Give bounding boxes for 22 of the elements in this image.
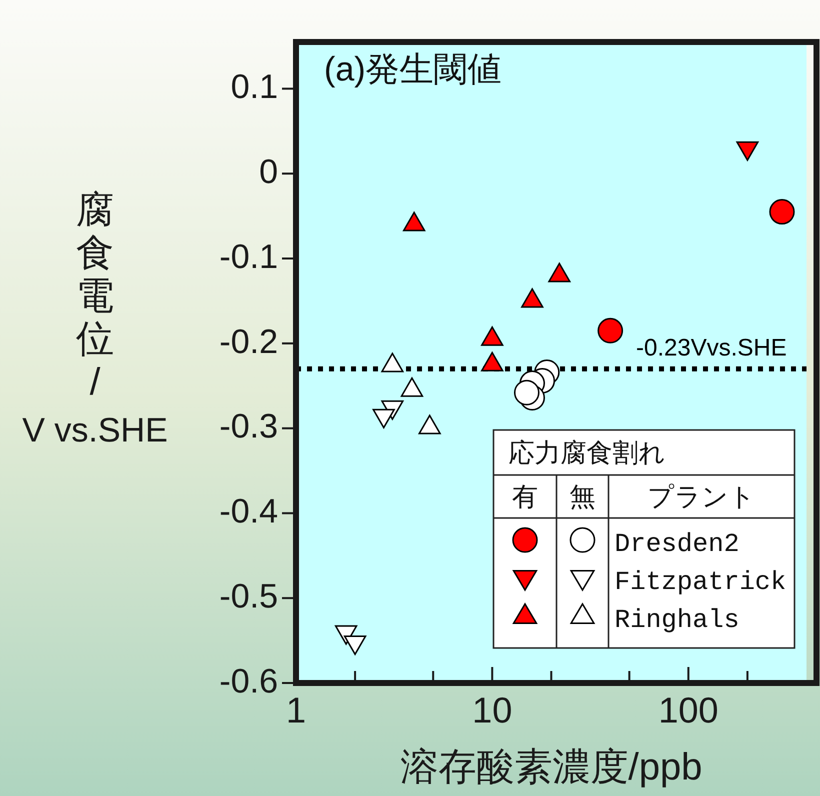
y-axis-title: 腐食電位/V vs.SHE [22,189,168,450]
legend-title: 応力腐食割れ [508,438,666,468]
legend-label: Ringhals [614,604,740,635]
annotation: プラント [648,482,756,512]
ref-line-label: -0.23Vvs.SHE [636,334,787,362]
legend-label: Fitzpatrick [614,566,786,597]
y-tick-label: -0.1 [219,238,278,276]
annotation: 無 [570,482,596,512]
y-tick-label: -0.2 [219,322,278,361]
annotation: 有 [512,482,538,512]
y-tick-label: -0.4 [219,492,278,531]
chart-title: (a)発生閾値 [324,50,502,88]
y-tick-label: -0.5 [219,577,278,616]
x-tick-label: 1 [286,690,306,731]
x-tick-label: 10 [472,690,512,731]
y-tick-label: 0 [259,152,278,191]
x-tick-label: 100 [658,690,718,731]
x-axis-title: 溶存酸素濃度/ppb [400,746,702,789]
legend-label: Dresden2 [614,528,740,559]
y-tick-label: -0.6 [219,662,278,700]
y-tick-label: 0.1 [230,68,278,106]
y-tick-label: -0.3 [219,408,278,446]
